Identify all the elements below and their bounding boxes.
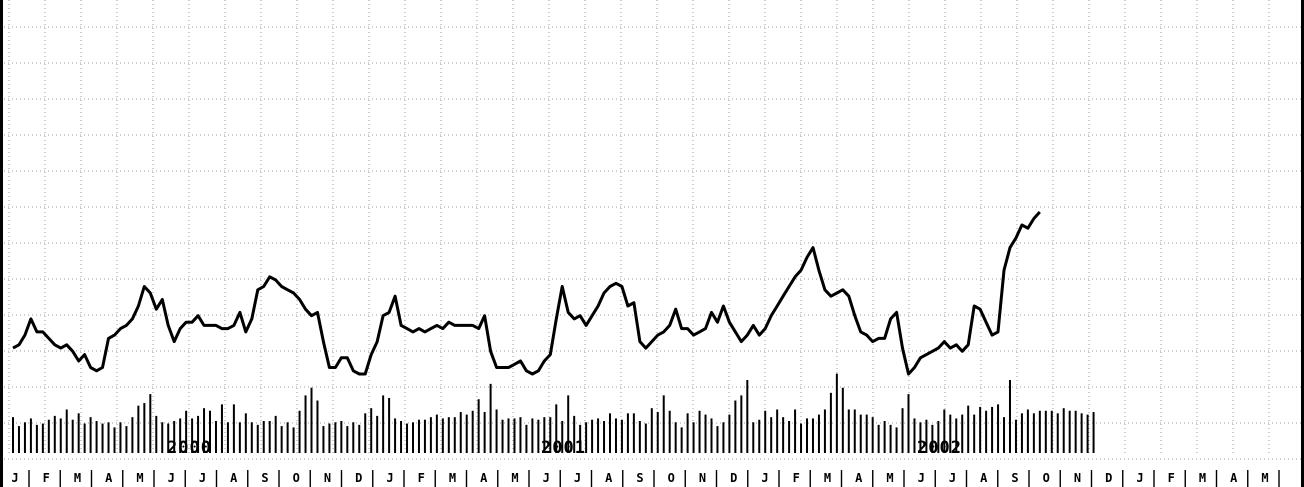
month-label: S [1011,471,1018,485]
month-label: O [1043,471,1050,485]
month-label: S [636,471,643,485]
month-label: M [449,471,456,485]
year-label: 2000 [167,438,212,458]
month-label: J [168,471,175,485]
month-label: F [1168,471,1175,485]
month-label: N [324,471,331,485]
month-label: F [418,471,425,485]
month-label: A [105,471,113,485]
month-label: J [11,471,18,485]
month-label: J [386,471,393,485]
month-label: F [793,471,800,485]
month-label: O [668,471,675,485]
month-label: F [43,471,50,485]
month-label: A [980,471,988,485]
month-label: J [199,471,206,485]
month-label: O [293,471,300,485]
month-label: J [918,471,925,485]
month-label: A [480,471,488,485]
price-line [12,210,1041,376]
month-label: N [699,471,706,485]
month-label: D [1105,471,1112,485]
grid [0,0,1304,460]
month-label: J [949,471,956,485]
month-label: M [1199,471,1206,485]
month-label: M [886,471,893,485]
month-label: J [574,471,581,485]
month-label: M [824,471,831,485]
month-label: M [74,471,81,485]
month-label: M [1261,471,1268,485]
month-label: A [230,471,238,485]
month-label: J [1136,471,1143,485]
month-label: A [1230,471,1238,485]
month-label: M [511,471,518,485]
month-label: M [136,471,143,485]
month-label: J [543,471,550,485]
month-label: S [261,471,268,485]
month-label: A [855,471,863,485]
year-labels: 2000 2001 2002 [167,438,962,458]
year-label: 2002 [917,438,962,458]
month-ticks [28,470,1280,487]
volume-bars [12,373,1095,453]
month-label: A [605,471,613,485]
month-label: D [730,471,737,485]
year-label: 2001 [541,438,586,458]
month-label: D [355,471,362,485]
month-label: J [761,471,768,485]
month-label: N [1074,471,1081,485]
